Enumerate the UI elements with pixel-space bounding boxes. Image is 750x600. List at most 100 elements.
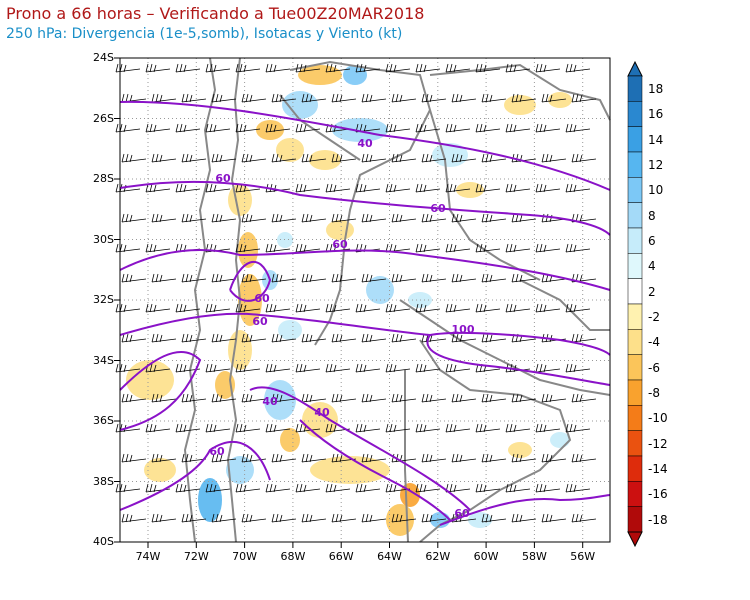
colorbar-label: 6	[648, 234, 656, 248]
wind-barb	[331, 273, 357, 283]
wind-barb	[241, 153, 267, 163]
isotach-line	[429, 331, 611, 356]
wind-barb	[205, 63, 231, 73]
divergence-cell	[504, 95, 536, 115]
wind-barb	[355, 483, 381, 493]
wind-barb	[565, 183, 591, 193]
wind-barb	[181, 333, 207, 343]
colorbar-swatch	[627, 354, 643, 381]
lon-label: 64W	[377, 550, 402, 563]
wind-barb	[271, 453, 297, 463]
wind-barb	[211, 213, 237, 223]
wind-barb	[505, 183, 531, 193]
colorbar-swatch	[627, 481, 643, 507]
divergence-cell	[278, 320, 302, 340]
colorbar-label: -16	[648, 487, 668, 502]
isotach-label: 60	[209, 445, 225, 458]
wind-barb	[421, 513, 447, 523]
wind-barb	[445, 123, 471, 133]
wind-barb	[331, 93, 357, 103]
wind-barb	[481, 273, 507, 283]
border-line	[429, 63, 611, 121]
wind-barb	[445, 63, 471, 73]
wind-barb	[391, 513, 417, 523]
wind-barb	[121, 153, 147, 163]
colorbar-swatch	[627, 151, 643, 178]
wind-barb	[181, 513, 207, 523]
wind-barb	[271, 93, 297, 103]
wind-barb	[205, 483, 231, 493]
wind-barb	[571, 453, 597, 463]
wind-barb	[175, 423, 201, 433]
wind-barb	[295, 183, 321, 193]
wind-barb	[295, 63, 321, 73]
wind-barb	[235, 483, 261, 493]
wind-barb	[325, 303, 351, 313]
wind-barb	[241, 273, 267, 283]
isotach-label: 40	[262, 395, 278, 408]
wind-barb	[295, 123, 321, 133]
divergence-cell	[198, 478, 222, 522]
axis-ticks	[114, 57, 584, 548]
wind-barb	[175, 483, 201, 493]
colorbar-label: 2	[648, 284, 656, 299]
wind-barb	[391, 333, 417, 343]
wind-barb	[241, 453, 267, 463]
wind-barb	[121, 393, 147, 403]
chart-subtitle: 250 hPa: Divergencia (1e-5,somb), Isotac…	[6, 26, 403, 42]
lat-label: 38S	[93, 474, 114, 488]
isotach-label: 60	[252, 315, 268, 328]
wind-barb	[475, 483, 501, 493]
wind-barb	[205, 423, 231, 433]
wind-barb	[295, 483, 321, 493]
colorbar-label: 12	[648, 158, 664, 172]
wind-barb	[511, 453, 537, 463]
wind-barb	[241, 333, 267, 343]
lat-label: 40S	[93, 535, 114, 548]
isotach-label: 60	[454, 507, 470, 520]
wind-barb	[361, 93, 387, 103]
wind-barb	[265, 243, 291, 253]
isotach-labels: 40 60 60 60 60 60 100 40 60 60 40	[209, 137, 474, 520]
wind-barb	[355, 303, 381, 313]
wind-barb	[181, 273, 207, 283]
divergence-cell	[144, 458, 176, 482]
colorbar-swatch	[627, 177, 643, 203]
wind-barb	[181, 153, 207, 163]
wind-barb	[571, 393, 597, 403]
wind-barb	[361, 273, 387, 283]
lat-label: 28S	[93, 172, 114, 185]
wind-barb	[535, 183, 561, 193]
wind-barb	[121, 513, 147, 523]
wind-barb	[535, 303, 561, 313]
wind-barb	[301, 453, 327, 463]
wind-barb	[511, 213, 537, 223]
colorbar-label: 16	[648, 107, 664, 122]
lon-label: 58W	[521, 550, 547, 563]
divergence-cell	[238, 232, 258, 268]
wind-barb	[415, 123, 441, 133]
chart-title: Prono a 66 horas – Verificando a Tue00Z2…	[6, 4, 425, 23]
wind-barb	[475, 423, 501, 433]
wind-barb	[475, 243, 501, 253]
wind-barb	[265, 423, 291, 433]
lon-label: 56W	[570, 550, 596, 563]
wind-barb	[355, 363, 381, 373]
wind-barb	[295, 303, 321, 313]
wind-barb	[175, 183, 201, 193]
wind-barb	[445, 243, 471, 253]
border-line	[419, 339, 572, 543]
wind-barb	[481, 93, 507, 103]
isotach-line	[299, 419, 451, 521]
wind-barb	[475, 123, 501, 133]
wind-barb	[415, 243, 441, 253]
divergence-cell	[550, 432, 570, 448]
wind-barb	[475, 63, 501, 73]
wind-barb	[241, 93, 267, 103]
wind-barb	[211, 333, 237, 343]
wind-barb	[235, 423, 261, 433]
wind-barb	[481, 453, 507, 463]
wind-barb	[565, 363, 591, 373]
colorbar-top-arrow	[627, 60, 643, 77]
wind-barb	[565, 123, 591, 133]
